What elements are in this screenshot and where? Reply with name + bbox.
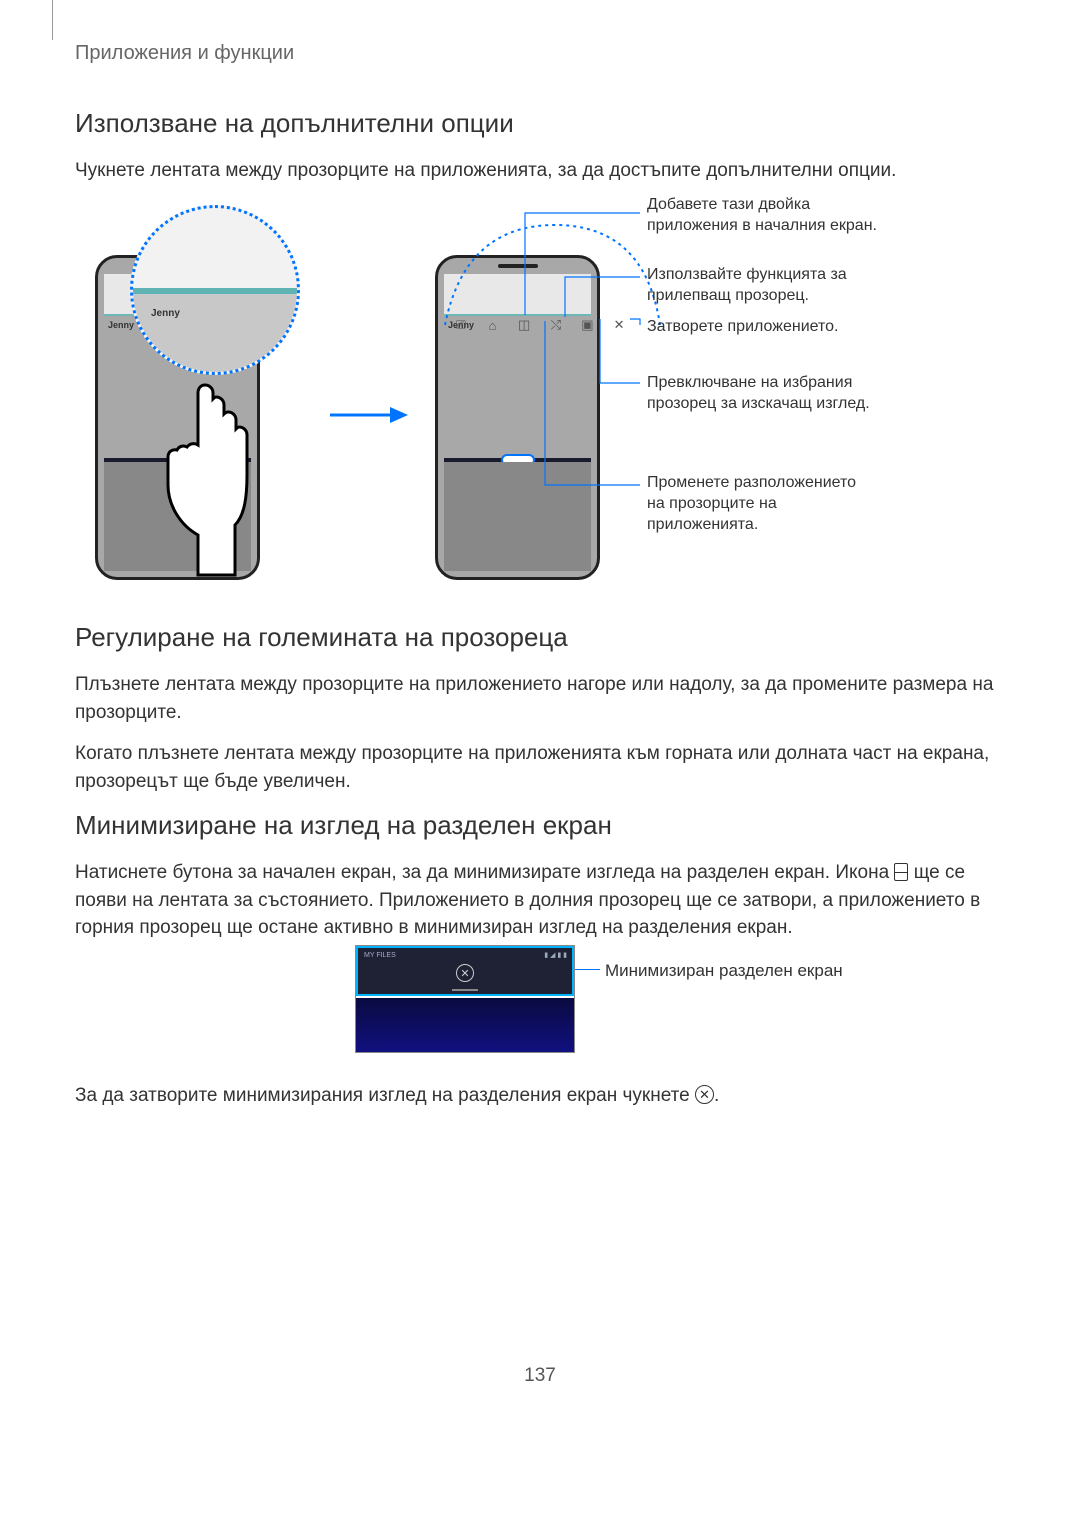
callout-close-app: Затворете приложението. xyxy=(647,317,877,338)
callout-snap-window: Използвайте функцията за прилепващ прозо… xyxy=(647,265,877,307)
section1-text: Чукнете лентата между прозорците на прил… xyxy=(75,157,995,185)
closing-text-b: . xyxy=(714,1085,719,1106)
closing-text-a: За да затворите минимизирания изглед на … xyxy=(75,1085,695,1106)
section-resize-window: Регулиране на големината на прозореца Пл… xyxy=(75,622,995,809)
section2-p1: Плъзнете лентата между прозорците на при… xyxy=(75,671,995,726)
diagram-minimized-split: MY FILES ▮ ◢ ▮ ▮ ✕ Минимизиран разделен … xyxy=(75,945,995,1065)
section3-title: Минимизиране на изглед на разделен екран xyxy=(75,810,995,841)
section3-p1a: Натиснете бутона за начален екран, за да… xyxy=(75,862,894,883)
callout-popup-view: Превключване на избрания прозорец за изс… xyxy=(647,373,877,415)
mag-contact-label: Jenny xyxy=(151,308,180,319)
minimized-app-label: MY FILES xyxy=(364,952,396,959)
callout-connectors xyxy=(475,195,665,595)
arrow-right-icon xyxy=(330,405,410,425)
section2-p2: Когато плъзнете лентата между прозорците… xyxy=(75,740,995,795)
breadcrumb: Приложения и функции xyxy=(75,42,294,65)
minimized-handle xyxy=(452,989,478,991)
section-minimize-split: Минимизиране на изглед на разделен екран… xyxy=(75,810,995,956)
section-additional-options: Използване на допълнителни опции Чукнете… xyxy=(75,108,995,199)
page-number: 137 xyxy=(0,1365,1080,1387)
section3-p1: Натиснете бутона за начален екран, за да… xyxy=(75,859,995,942)
minimized-top-panel: MY FILES ▮ ◢ ▮ ▮ ✕ xyxy=(356,946,574,996)
split-screen-icon xyxy=(894,863,908,881)
minimized-bottom-panel xyxy=(356,998,574,1052)
callout-add-pair: Добавете тази двойка приложения в началн… xyxy=(647,195,877,237)
magnifier-left: Jenny xyxy=(130,205,300,375)
diagram-split-options: Jenny Jenny Jenny ⎚ ⌂ ◫ ⤭ xyxy=(75,195,995,595)
closing-paragraph: За да затворите минимизирания изглед на … xyxy=(75,1082,995,1124)
section2-title: Регулиране на големината на прозореца xyxy=(75,622,995,653)
hand-pointer-icon xyxy=(135,375,275,585)
mini-callout-label: Минимизиран разделен екран xyxy=(605,961,843,981)
minimized-close-icon: ✕ xyxy=(456,964,474,982)
close-x-circle-icon: ✕ xyxy=(695,1085,714,1104)
callout-swap-windows: Променете разположението на прозорците н… xyxy=(647,473,877,535)
mag-lower xyxy=(133,294,297,372)
page-crop-mark xyxy=(52,0,53,40)
mini-callout-connector xyxy=(575,969,600,970)
toolbar-pair-icon: ⎚ xyxy=(452,317,470,333)
status-bar-icons: ▮ ◢ ▮ ▮ xyxy=(544,951,567,959)
contact-name-label: Jenny xyxy=(108,320,134,330)
section1-title: Използване на допълнителни опции xyxy=(75,108,995,139)
minimized-split-mock: MY FILES ▮ ◢ ▮ ▮ ✕ xyxy=(355,945,575,1053)
